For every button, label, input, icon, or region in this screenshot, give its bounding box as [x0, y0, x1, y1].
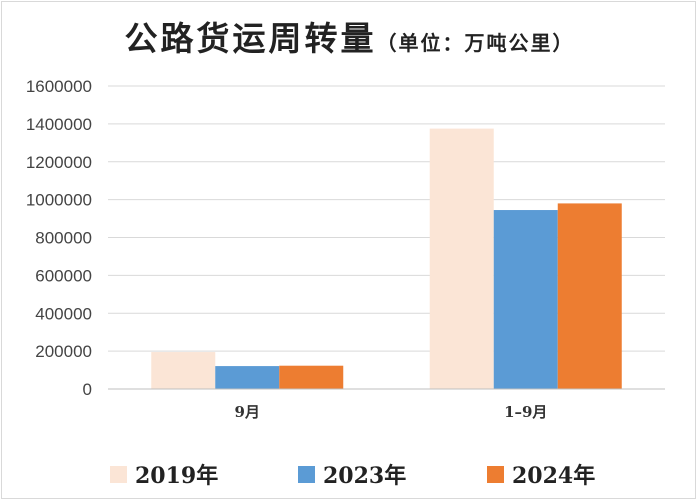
- legend-swatch-2023: [298, 465, 315, 483]
- legend-label-2023: 2023年: [323, 463, 407, 489]
- y-tick-label: 200000: [35, 342, 92, 361]
- bar-2023年-9月: [215, 366, 280, 389]
- y-tick-label: 1200000: [26, 153, 92, 172]
- legend-label-2019: 2019年: [135, 463, 219, 489]
- x-tick-label: 9月: [235, 403, 260, 421]
- y-tick-label: 1400000: [26, 115, 92, 134]
- y-tick-label: 400000: [35, 304, 92, 323]
- y-tick-label: 0: [83, 380, 92, 399]
- chart-title-main: 公路货运周转量: [124, 19, 377, 58]
- bar-2024年-1–9月: [557, 203, 622, 389]
- x-axis-ticks: 9月 1–9月: [235, 403, 548, 421]
- bar-2023年-1–9月: [493, 210, 558, 389]
- legend-item-2024: 2024年: [487, 454, 595, 494]
- chart-title-unit: （单位：万吨公里）: [376, 31, 575, 55]
- y-tick-label: 1000000: [26, 191, 92, 210]
- bar-2019年-1–9月: [429, 128, 494, 389]
- y-axis-ticks: 0 200000 400000 600000 800000 1000000 1200000 1…: [26, 77, 92, 399]
- legend-swatch-2024: [487, 465, 504, 483]
- legend-item-2019: 2019年: [110, 454, 218, 494]
- x-tick-label: 1–9月: [504, 403, 547, 421]
- y-tick-label: 1600000: [26, 77, 92, 96]
- y-tick-label: 600000: [35, 266, 92, 285]
- chart-title: 公路货运周转量（单位：万吨公里）: [0, 12, 699, 60]
- legend-label-2024: 2024年: [512, 463, 596, 489]
- legend-swatch-2019: [110, 465, 127, 483]
- legend-item-2023: 2023年: [298, 454, 406, 494]
- bar-chart: 0 200000 400000 600000 800000 1000000 1200000 1…: [26, 77, 665, 421]
- y-tick-label: 800000: [35, 229, 92, 248]
- bars: [151, 128, 622, 389]
- bar-2019年-9月: [151, 352, 216, 389]
- bar-2024年-9月: [279, 365, 344, 389]
- legend: 2019年 2023年 2024年: [0, 454, 699, 494]
